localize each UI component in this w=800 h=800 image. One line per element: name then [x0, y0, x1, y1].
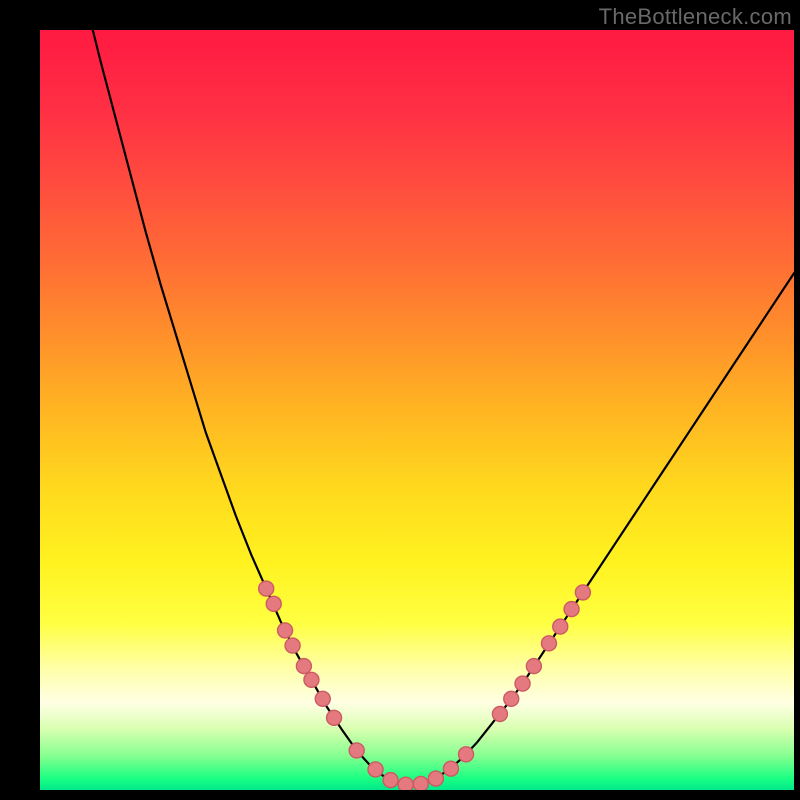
data-marker [459, 747, 474, 762]
data-marker [492, 707, 507, 722]
data-marker [428, 771, 443, 786]
data-marker [541, 636, 556, 651]
bottleneck-chart [0, 0, 800, 800]
data-marker [398, 777, 413, 792]
data-marker [259, 581, 274, 596]
plot-background [40, 30, 794, 790]
data-marker [327, 710, 342, 725]
data-marker [315, 691, 330, 706]
data-marker [285, 638, 300, 653]
data-marker [515, 676, 530, 691]
data-marker [278, 623, 293, 638]
data-marker [383, 773, 398, 788]
data-marker [266, 596, 281, 611]
data-marker [575, 585, 590, 600]
data-marker [304, 672, 319, 687]
data-marker [368, 762, 383, 777]
data-marker [443, 761, 458, 776]
data-marker [349, 743, 364, 758]
data-marker [296, 659, 311, 674]
data-marker [553, 619, 568, 634]
data-marker [413, 776, 428, 791]
data-marker [526, 659, 541, 674]
data-marker [504, 691, 519, 706]
data-marker [564, 602, 579, 617]
